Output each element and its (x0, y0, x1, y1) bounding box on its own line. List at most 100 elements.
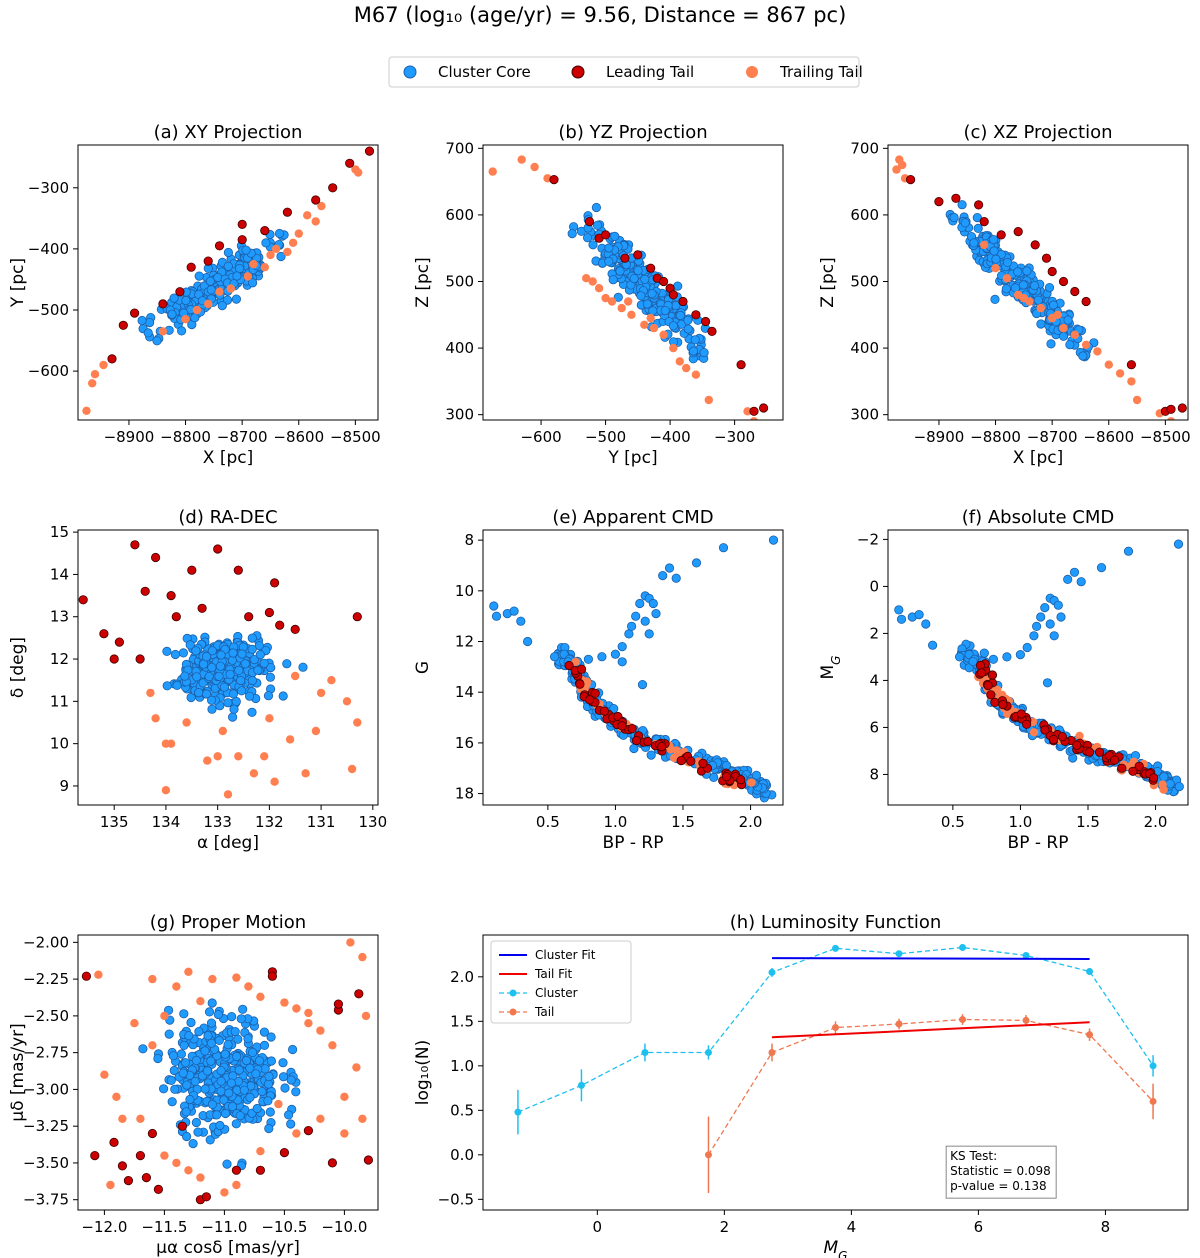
data-point (236, 1014, 246, 1024)
y-axis-label: Y [pc] (8, 258, 28, 308)
y-axis-label: μδ [mas/yr] (8, 1023, 28, 1122)
series-marker (768, 1048, 776, 1056)
data-point (212, 1110, 222, 1120)
data-point (151, 714, 160, 723)
data-point (167, 309, 177, 319)
lf-legend-frame (490, 940, 632, 1024)
panel-5: (f) Absolute CMD 0.5 1.0 1.5 2.0 −2 0 2 4 6 8 BP - … (818, 507, 1189, 853)
data-point (271, 244, 281, 254)
data-point (181, 295, 191, 306)
data-point (934, 197, 944, 207)
data-point (286, 1119, 296, 1129)
data-point (1002, 257, 1013, 267)
data-point (646, 750, 656, 760)
data-point (264, 607, 274, 618)
data-point (979, 217, 989, 227)
data-point (921, 619, 931, 629)
data-point (358, 1114, 367, 1124)
data-point (1078, 351, 1088, 361)
data-point (282, 207, 292, 217)
data-point (252, 1103, 262, 1114)
x-axis-label: Y [pc] (607, 448, 657, 468)
data-point (168, 1051, 178, 1061)
data-point (592, 220, 603, 230)
data-point (280, 1083, 290, 1093)
data-point (747, 778, 756, 787)
data-point (686, 756, 696, 766)
data-point (203, 756, 212, 765)
data-point (265, 1107, 275, 1117)
data-point (266, 662, 276, 673)
data-point (164, 1029, 174, 1039)
data-point (251, 1069, 261, 1079)
data-point (991, 264, 1000, 273)
data-point (205, 276, 215, 286)
data-point (973, 200, 984, 210)
data-point (364, 146, 375, 156)
y-tick-label: 400 (445, 339, 474, 357)
data-point (1032, 621, 1042, 632)
panel-3: (d) RA-DEC 135 134 133 132 131 130 9 10 11 12 13 14 1… (8, 507, 387, 853)
data-point (647, 289, 657, 299)
data-point (576, 664, 587, 674)
data-point (264, 1123, 274, 1134)
data-point (257, 1086, 267, 1097)
data-point (617, 657, 627, 667)
data-point (256, 1147, 265, 1156)
data-point (599, 706, 610, 716)
data-point (363, 1155, 373, 1165)
data-point (676, 755, 686, 766)
data-point (758, 403, 769, 413)
x-tick-label: 130 (359, 813, 388, 831)
x-tick-label: 1.5 (1076, 813, 1100, 831)
data-point (690, 335, 700, 345)
data-point (1127, 377, 1136, 386)
data-point (298, 662, 308, 672)
data-point (184, 967, 193, 976)
data-point (1013, 227, 1023, 237)
data-point (896, 614, 907, 624)
x-tick-label: −8900 (914, 428, 965, 446)
data-point (248, 278, 258, 288)
figure-suptitle: M67 (log₁₀ (age/yr) = 9.56, Distance = 8… (354, 3, 847, 27)
data-point (1040, 725, 1050, 735)
x-tick-label: 0.5 (941, 813, 965, 831)
data-point (509, 606, 519, 616)
data-point (736, 775, 746, 785)
data-point (182, 1080, 192, 1090)
data-point (1013, 267, 1023, 277)
data-point (658, 276, 669, 287)
data-point (220, 1188, 229, 1197)
x-tick-label: −8700 (1027, 428, 1078, 446)
data-point (90, 1151, 100, 1161)
data-point (114, 637, 125, 647)
data-point (304, 1008, 313, 1018)
panel-7: (h) Luminosity Function Cluster Fit Tail F… (413, 912, 1189, 1258)
data-point (582, 677, 592, 686)
x-tick-label: 6 (974, 1218, 984, 1236)
data-point (118, 320, 128, 330)
data-point (516, 616, 526, 626)
data-point (1070, 330, 1080, 339)
data-point (988, 235, 999, 245)
data-point (671, 573, 681, 583)
series-line-0 (517, 946, 1154, 1113)
y-tick-label: 600 (445, 206, 474, 224)
plot-area (78, 540, 362, 799)
data-point (185, 640, 195, 650)
data-point (640, 274, 650, 284)
data-point (1065, 340, 1075, 350)
y-tick-label: 9 (59, 777, 69, 795)
data-point (668, 290, 678, 300)
data-point (185, 1094, 195, 1105)
data-point (169, 1065, 179, 1076)
y-tick-label: 0 (869, 577, 879, 595)
data-point (1029, 728, 1039, 737)
data-point (640, 616, 650, 626)
x-tick-label: −300 (714, 428, 755, 446)
data-point (604, 243, 614, 253)
data-point (617, 721, 627, 731)
y-tick-label: −3.25 (23, 1117, 69, 1135)
data-point (648, 306, 658, 316)
data-point (278, 1058, 288, 1068)
